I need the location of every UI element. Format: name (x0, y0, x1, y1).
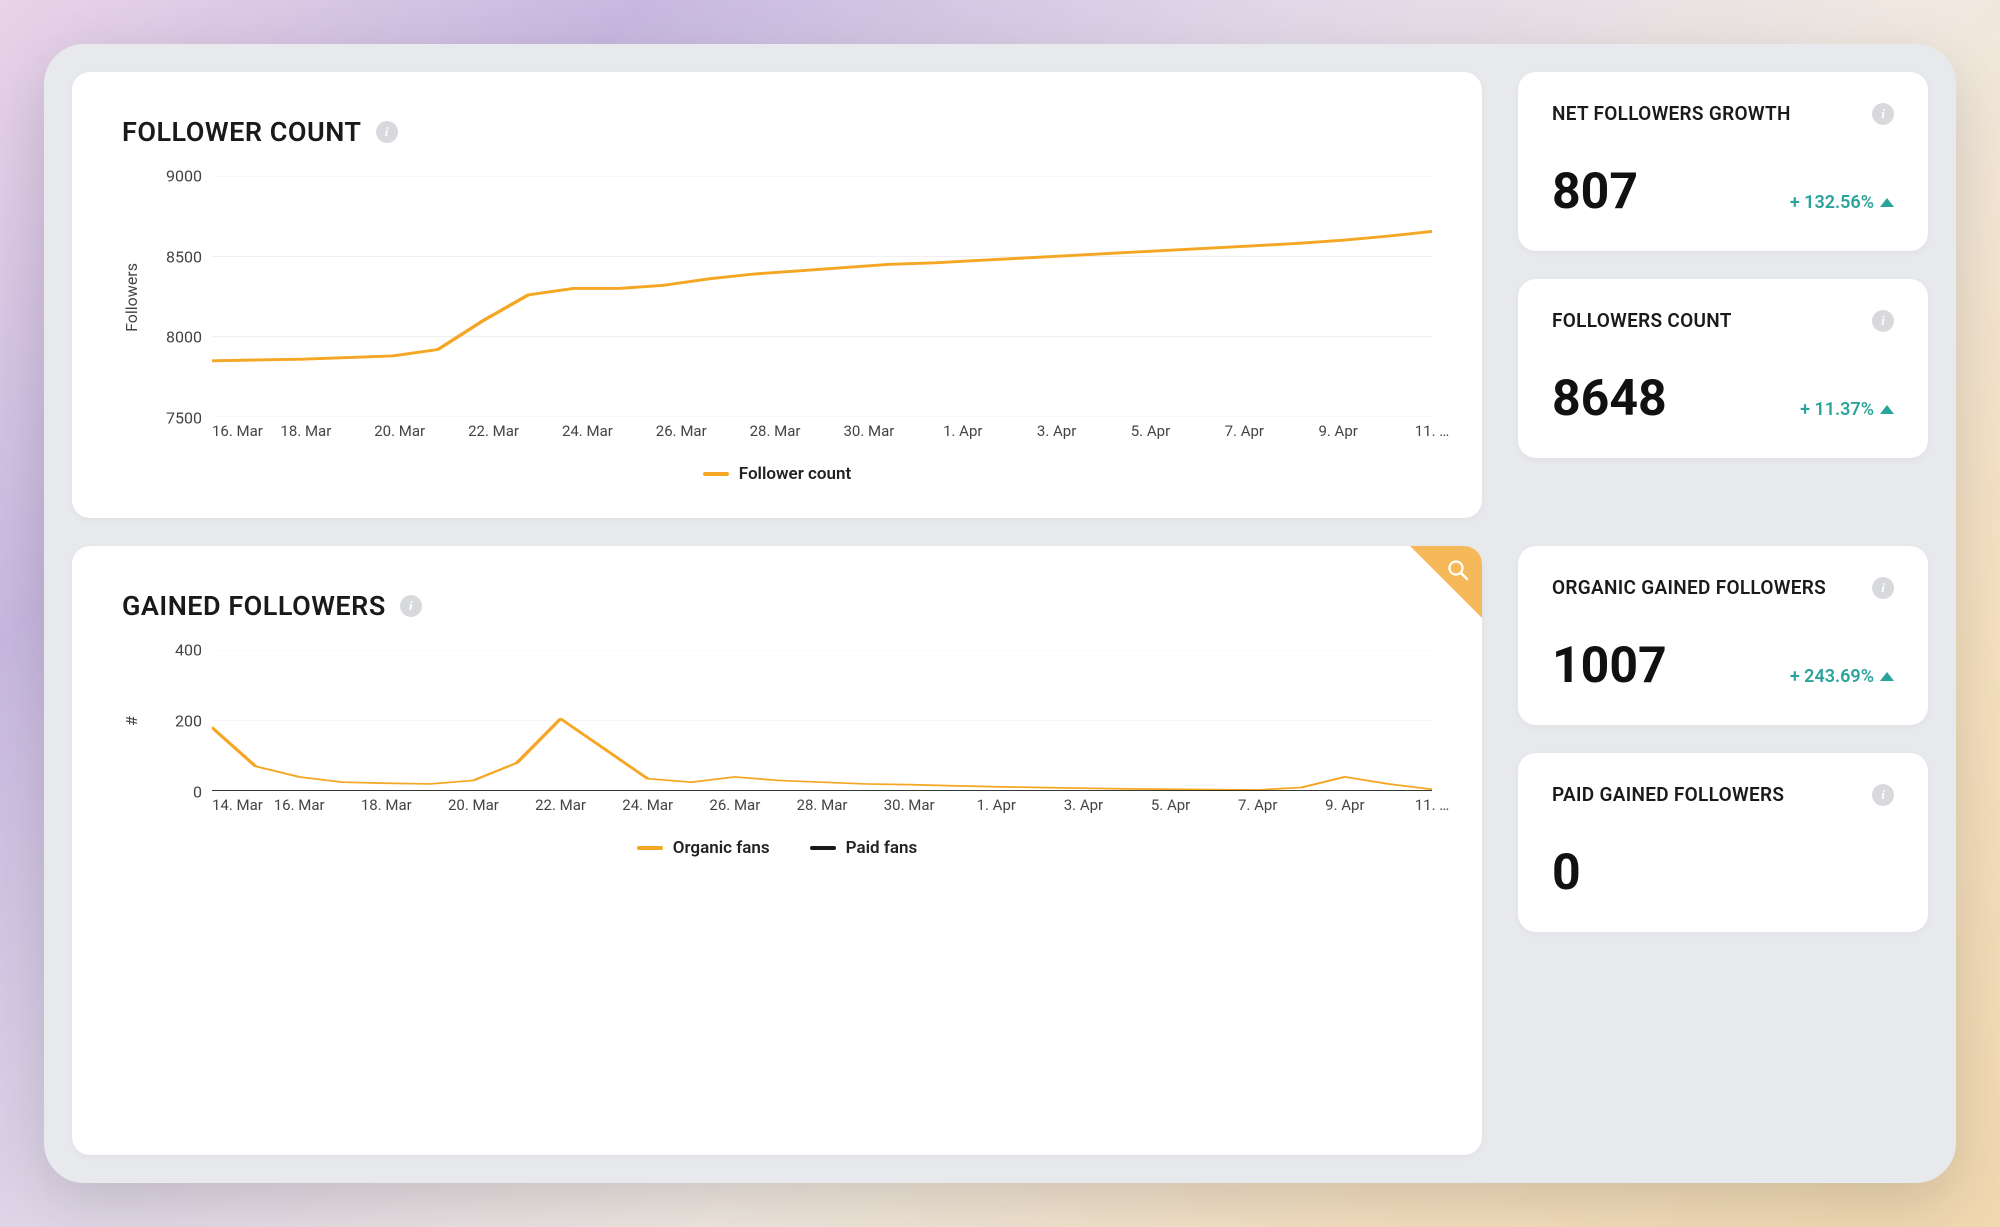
gained-followers-card: GAINED FOLLOWERS i # 0200400 14. Mar16. … (72, 546, 1482, 1155)
stat-title: PAID GAINED FOLLOWERS (1552, 783, 1784, 806)
stat-followers-count: FOLLOWERS COUNT i 8648 + 11.37% (1518, 279, 1928, 458)
chart-plot-area (212, 650, 1432, 792)
x-tick: 11. … (1415, 422, 1450, 440)
x-tick: 28. Mar (750, 422, 801, 440)
x-tick: 9. Apr (1325, 796, 1364, 814)
stats-sidebar-bottom: ORGANIC GAINED FOLLOWERS i 1007 + 243.69… (1518, 546, 1928, 1155)
x-tick: 18. Mar (280, 422, 331, 440)
x-tick: 26. Mar (656, 422, 707, 440)
x-tick: 22. Mar (535, 796, 586, 814)
legend-item: Paid fans (810, 838, 918, 858)
analytics-dashboard: FOLLOWER COUNT i Followers 7500 8000 8500 9… (44, 44, 1956, 1183)
stat-value: 0 (1552, 848, 1581, 898)
y-tick: 200 (175, 712, 202, 731)
stat-change-text: + 11.37% (1800, 399, 1874, 420)
gained-followers-title: GAINED FOLLOWERS (122, 590, 386, 622)
stat-change-text: + 132.56% (1790, 192, 1874, 213)
y-tick: 8500 (166, 247, 202, 266)
stat-net-followers-growth: NET FOLLOWERS GROWTH i 807 + 132.56% (1518, 72, 1928, 251)
y-tick: 9000 (166, 167, 202, 186)
stat-title: ORGANIC GAINED FOLLOWERS (1552, 576, 1826, 599)
x-tick: 7. Apr (1225, 422, 1264, 440)
chart-plot-area (212, 176, 1432, 418)
arrow-up-icon (1880, 672, 1894, 681)
info-icon[interactable]: i (1872, 577, 1894, 599)
follower-count-title: FOLLOWER COUNT (122, 116, 362, 148)
stat-value: 8648 (1552, 374, 1667, 424)
x-tick: 3. Apr (1037, 422, 1076, 440)
legend-swatch (810, 846, 836, 850)
info-icon[interactable]: i (400, 595, 422, 617)
x-tick: 1. Apr (977, 796, 1016, 814)
stats-sidebar-top: NET FOLLOWERS GROWTH i 807 + 132.56% FOL… (1518, 72, 1928, 518)
x-tick: 24. Mar (562, 422, 613, 440)
y-axis-ticks: 7500800085009000 (158, 176, 212, 418)
x-tick: 9. Apr (1318, 422, 1357, 440)
stat-title: FOLLOWERS COUNT (1552, 309, 1732, 332)
x-tick: 30. Mar (884, 796, 935, 814)
stat-paid-gained: PAID GAINED FOLLOWERS i 0 (1518, 753, 1928, 932)
x-tick: 16. Mar (212, 422, 263, 440)
x-tick: 1. Apr (943, 422, 982, 440)
info-icon[interactable]: i (1872, 310, 1894, 332)
y-tick: 400 (175, 641, 202, 660)
y-tick: 8000 (166, 328, 202, 347)
info-icon[interactable]: i (1872, 103, 1894, 125)
legend-label: Organic fans (673, 838, 770, 858)
stat-change: + 132.56% (1790, 192, 1894, 213)
y-axis-ticks: 0200400 (158, 650, 212, 792)
stat-value: 807 (1552, 167, 1638, 217)
x-tick: 5. Apr (1131, 422, 1170, 440)
x-tick: 18. Mar (361, 796, 412, 814)
x-tick: 20. Mar (448, 796, 499, 814)
y-tick: 0 (193, 783, 202, 802)
stat-organic-gained: ORGANIC GAINED FOLLOWERS i 1007 + 243.69… (1518, 546, 1928, 725)
x-tick: 22. Mar (468, 422, 519, 440)
expand-badge[interactable] (1410, 546, 1482, 618)
gained-followers-chart: # 0200400 14. Mar 16. Mar 18. Mar 20. Mar 22… (122, 650, 1432, 820)
follower-count-chart: Followers 7500800085009000 16. Mar18. Ma… (122, 176, 1432, 446)
x-tick: 20. Mar (374, 422, 425, 440)
legend-swatch (703, 472, 729, 476)
info-icon[interactable]: i (376, 121, 398, 143)
x-tick: 11. … (1415, 796, 1450, 814)
x-tick: 3. Apr (1064, 796, 1103, 814)
follower-count-card: FOLLOWER COUNT i Followers 7500 8000 8500 9… (72, 72, 1482, 518)
x-axis-ticks: 14. Mar 16. Mar 18. Mar 20. Mar 22. Mar 24. M… (212, 792, 1432, 820)
x-tick: 14. Mar (212, 796, 263, 814)
x-axis-ticks: 16. Mar 18. Mar 20. Mar 22. Mar 24. Mar 26. M… (212, 418, 1432, 446)
stat-change: + 243.69% (1790, 666, 1894, 687)
x-tick: 26. Mar (709, 796, 760, 814)
info-icon[interactable]: i (1872, 784, 1894, 806)
x-tick: 7. Apr (1238, 796, 1277, 814)
search-icon (1446, 558, 1470, 582)
chart-legend: Organic fans Paid fans (122, 838, 1432, 858)
stat-value: 1007 (1552, 641, 1667, 691)
x-tick: 5. Apr (1151, 796, 1190, 814)
arrow-up-icon (1880, 405, 1894, 414)
chart-legend: Follower count (122, 464, 1432, 484)
y-axis-label: # (122, 716, 158, 726)
arrow-up-icon (1880, 198, 1894, 207)
x-tick: 24. Mar (622, 796, 673, 814)
legend-item: Follower count (703, 464, 851, 484)
y-axis-label: Followers (122, 263, 158, 332)
y-tick: 7500 (166, 409, 202, 428)
legend-swatch (637, 846, 663, 850)
stat-title: NET FOLLOWERS GROWTH (1552, 102, 1791, 125)
stat-change-text: + 243.69% (1790, 666, 1874, 687)
x-tick: 30. Mar (843, 422, 894, 440)
legend-label: Paid fans (846, 838, 918, 858)
legend-label: Follower count (739, 464, 851, 484)
legend-item: Organic fans (637, 838, 770, 858)
stat-change: + 11.37% (1800, 399, 1894, 420)
x-tick: 16. Mar (274, 796, 325, 814)
x-tick: 28. Mar (797, 796, 848, 814)
